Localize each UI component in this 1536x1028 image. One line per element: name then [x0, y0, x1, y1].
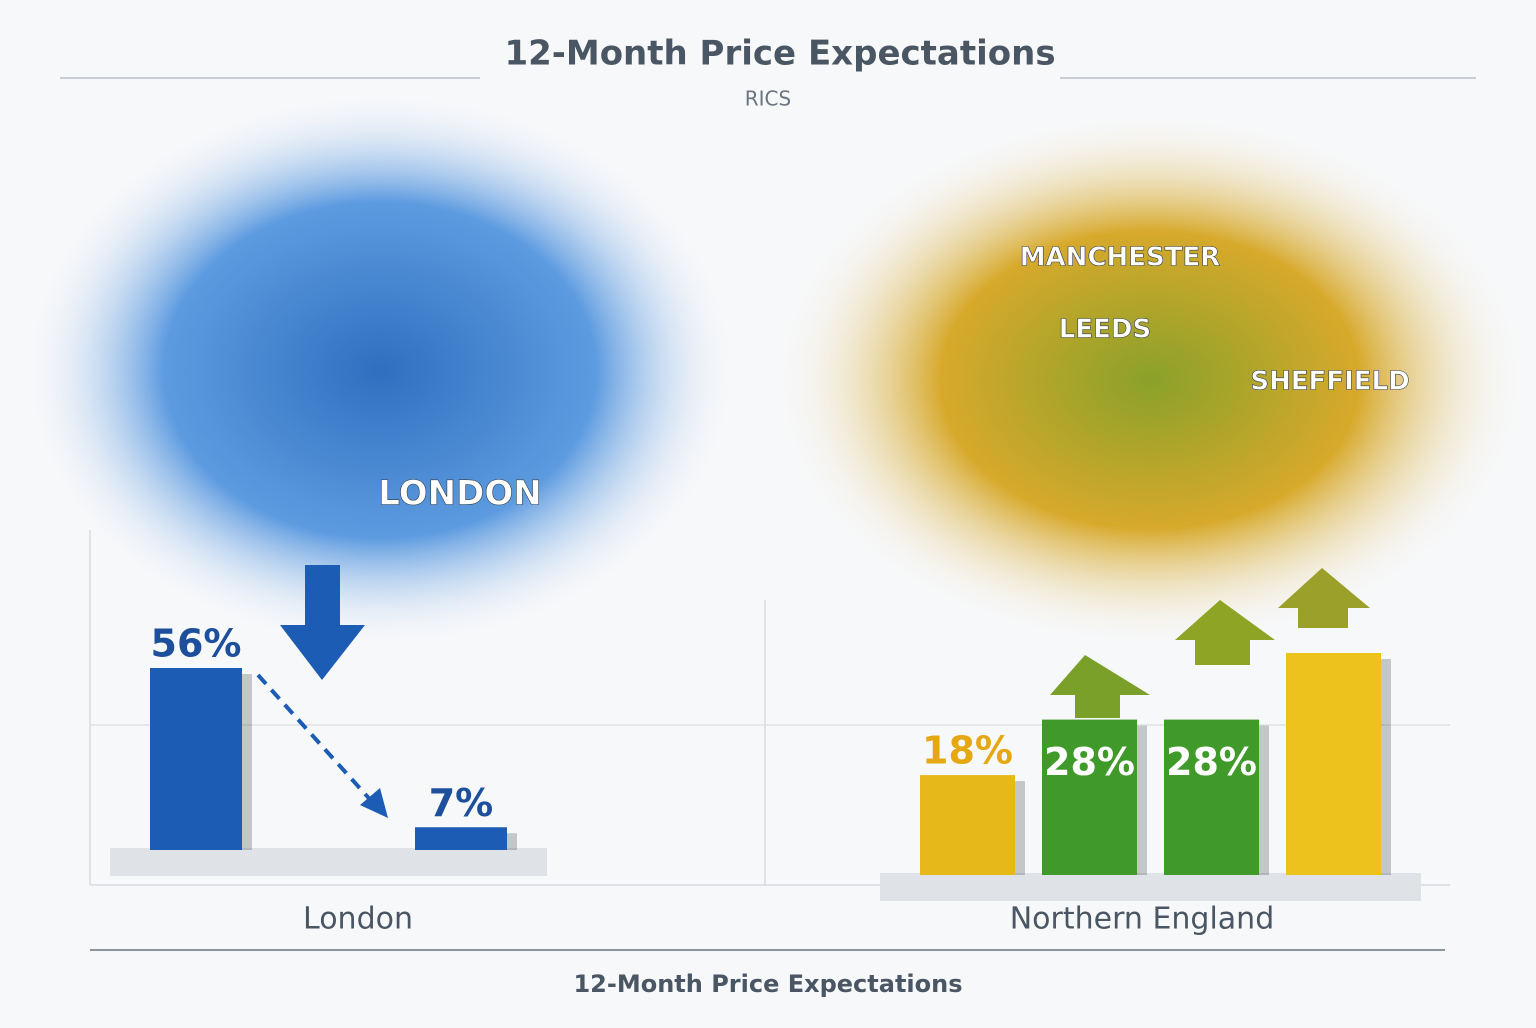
dashed-arrow: [256, 673, 377, 807]
bar: [150, 668, 242, 850]
down-arrow: [280, 565, 365, 680]
bar-side: [1259, 725, 1269, 875]
x-axis-label: Northern England: [1010, 902, 1275, 937]
bar-side: [1015, 781, 1025, 875]
map-label: MANCHESTER: [1020, 243, 1221, 273]
baseline-shadow: [110, 848, 547, 876]
bar: [415, 827, 507, 850]
up-arrow: [1050, 655, 1150, 718]
bar-side: [242, 674, 252, 850]
dashed-arrow: [360, 788, 388, 818]
title: 12-Month Price Expectations: [504, 34, 1055, 74]
map-label: LONDON: [378, 474, 541, 514]
x-axis-label: London: [303, 902, 413, 937]
baseline-shadow: [880, 873, 1421, 901]
footer: 12-Month Price Expectations: [573, 970, 962, 998]
value-label: 18%: [922, 729, 1013, 773]
map-label: LEEDS: [1059, 315, 1151, 345]
bar: [920, 775, 1015, 875]
bar: [1286, 653, 1381, 875]
up-arrow: [1278, 568, 1370, 628]
bar: [1042, 719, 1137, 875]
value-label: 56%: [151, 622, 242, 666]
subtitle: RICS: [745, 87, 791, 111]
map-label: SHEFFIELD: [1250, 367, 1409, 397]
value-label: 7%: [429, 781, 494, 825]
bar-side: [1381, 659, 1391, 875]
bar: [1164, 719, 1259, 875]
map-illustration: [770, 110, 1530, 650]
value-label: 28%: [1166, 740, 1257, 784]
value-label: 28%: [1044, 740, 1135, 784]
map-illustration: [20, 90, 740, 650]
bar-side: [1137, 725, 1147, 875]
bar-side: [507, 833, 517, 850]
up-arrow: [1175, 600, 1275, 665]
